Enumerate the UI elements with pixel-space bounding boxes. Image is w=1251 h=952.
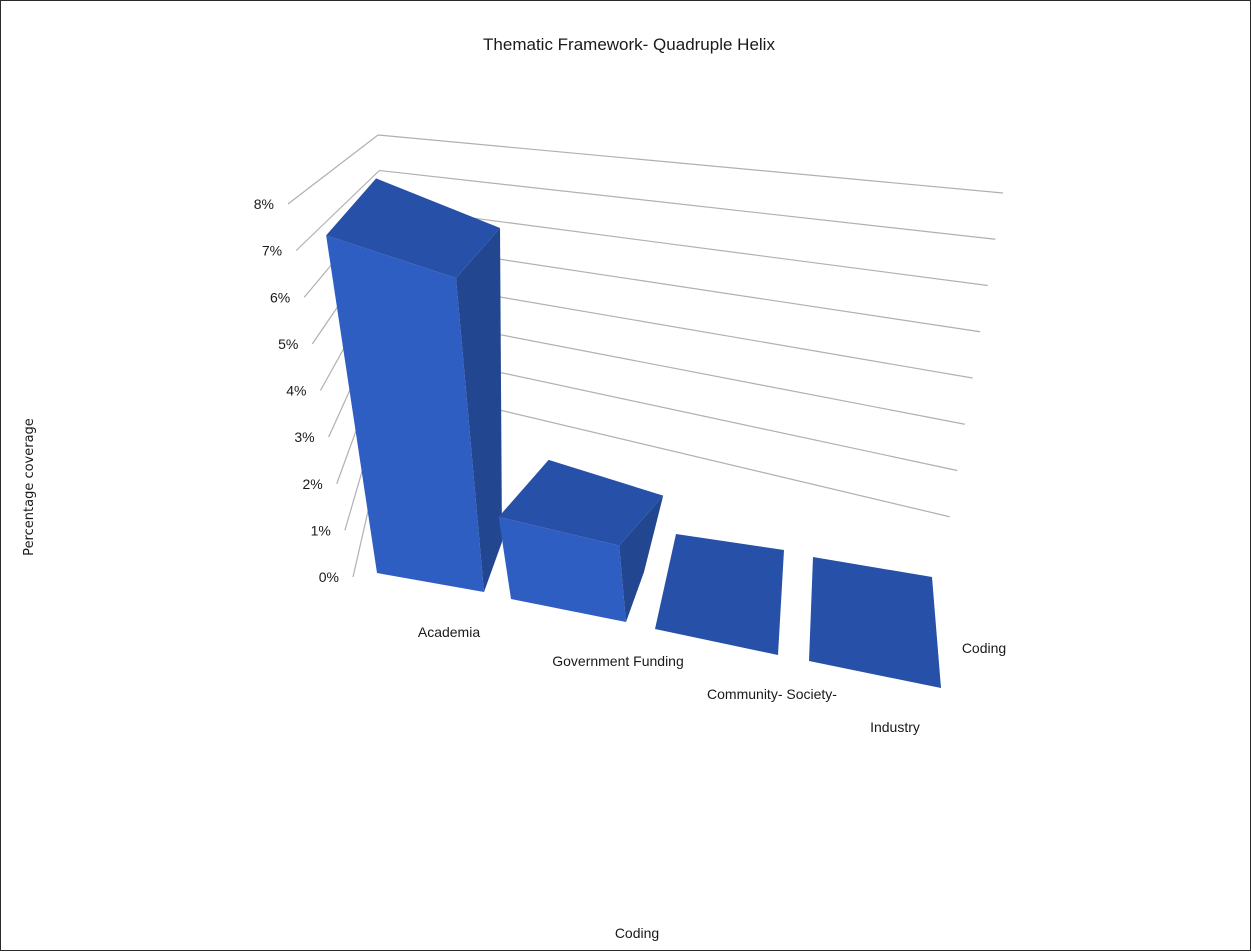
bars [326,178,941,688]
category-label: Academia [418,624,480,640]
bar-top-3 [809,557,941,688]
y-tick-label: 6% [270,289,290,305]
x-axis-title: Coding [615,925,659,941]
category-label: Government Funding [552,653,684,669]
bar-side-1 [619,495,664,622]
gridline [379,169,996,240]
y-tick-label: 1% [311,522,331,538]
gridline [377,134,1004,194]
bar-top-1 [498,459,664,546]
category-labels: Academia Government Funding Community- Soc… [418,624,920,735]
y-tick-label: 7% [262,243,282,259]
category-label: Community- Society- [707,686,837,702]
y-tick-label: 5% [278,336,298,352]
y-tick-line [287,134,379,205]
y-tick-label: 2% [303,476,323,492]
y-tick-line [295,170,380,252]
gridline [380,205,988,287]
bar-top-0 [326,178,501,279]
bar-side-0 [456,228,502,593]
y-tick-label: 4% [286,383,306,399]
bar-top-2 [655,534,784,655]
y-tick-label: 0% [319,569,339,585]
y-tick-label: 8% [254,196,274,212]
chart-title: Thematic Framework- Quadruple Helix [483,35,775,54]
y-axis-title: Percentage coverage [22,418,37,556]
category-label: Industry [870,719,920,735]
depth-axis-label: Coding [962,640,1006,656]
y-tick-label: 3% [294,429,314,445]
bar-front-1 [498,516,626,622]
bar-front-0 [326,235,484,592]
